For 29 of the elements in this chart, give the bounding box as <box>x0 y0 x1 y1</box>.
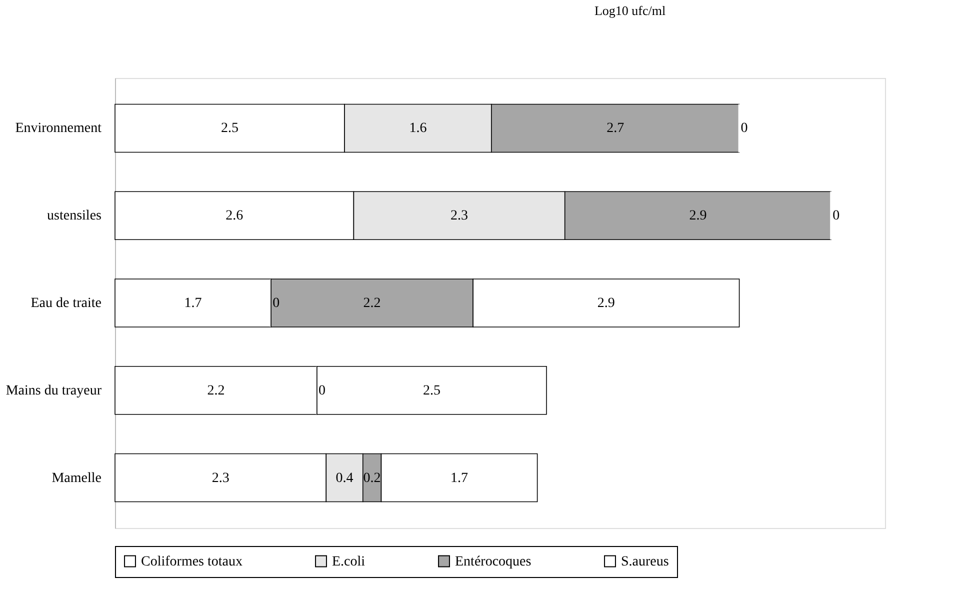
data-label: 0.2 <box>363 470 381 486</box>
data-label: 2.3 <box>212 470 230 486</box>
data-label: 1.6 <box>409 121 427 136</box>
y-tick-label: Mamelle <box>52 470 102 486</box>
data-label: 0 <box>740 121 748 136</box>
y-tick-label: Eau de traite <box>30 296 102 311</box>
data-label: 0 <box>832 208 840 224</box>
legend-label: S.aureus <box>621 554 669 570</box>
data-label: 1.7 <box>450 470 468 486</box>
data-label: 2.6 <box>226 208 244 224</box>
data-label: 2.9 <box>597 296 615 311</box>
data-label: 2.2 <box>363 296 381 311</box>
data-label: 0 <box>318 383 326 398</box>
chart-title: Log10 ufc/ml <box>594 3 666 18</box>
data-label: 0.4 <box>336 470 354 486</box>
data-label: 2.7 <box>606 121 624 136</box>
y-tick-label: Environnement <box>15 121 102 136</box>
data-label: 2.9 <box>689 208 707 224</box>
legend-label: E.coli <box>332 554 366 570</box>
data-label: 2.5 <box>221 121 239 136</box>
data-label: 1.7 <box>184 296 202 311</box>
data-label: 0 <box>272 296 280 311</box>
legend-label: Coliformes totaux <box>141 554 242 570</box>
y-tick-label: Mains du trayeur <box>6 383 102 398</box>
data-label: 2.5 <box>422 383 440 398</box>
data-label: 2.3 <box>450 208 468 224</box>
legend-label: Entérocoques <box>455 554 532 570</box>
y-tick-label: ustensiles <box>47 208 102 224</box>
data-label: 2.2 <box>207 383 225 398</box>
